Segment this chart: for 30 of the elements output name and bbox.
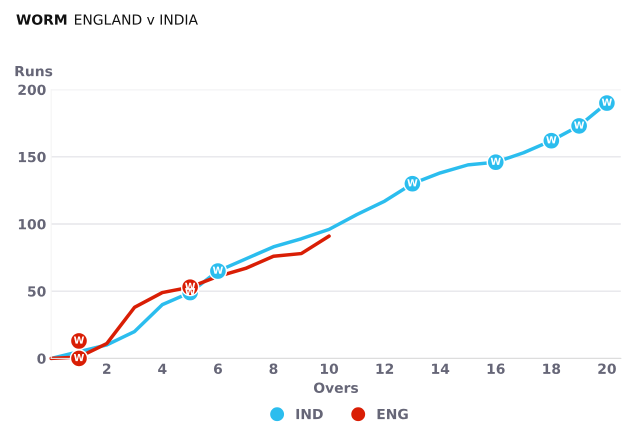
x-tick-label: 14 [432,364,450,374]
data-label: W [407,179,418,186]
data-label: W [574,121,584,129]
data-label: W [74,336,84,344]
x-tick-label: 2 [103,364,110,374]
x-tick-label: 8 [270,364,278,374]
legend-label: ENG [378,408,408,420]
data-label: W [185,282,196,290]
data-label: W [212,266,223,274]
y-axis-title: Runs [15,66,52,76]
x-tick-label: 10 [320,364,338,374]
y-tick-label: 150 [18,152,46,162]
x-tick-label: 20 [598,364,616,374]
x-tick-label: 4 [158,364,167,374]
data-label: W [74,354,84,362]
chart-title: WORM [16,14,66,25]
x-tick-label: 18 [543,364,560,374]
data-label: W [546,136,556,144]
data-label: W [490,158,501,165]
y-tick-label: 50 [28,286,46,297]
y-tick-label: 200 [18,84,46,96]
data-label: W [602,98,612,106]
y-tick-label: 100 [18,218,46,230]
chart-subtitle: ENGLAND v INDIA [74,14,198,25]
y-tick-label: 0 [37,353,46,364]
x-tick-label: 16 [488,364,505,374]
x-tick-label: 12 [376,364,394,374]
x-tick-label: 6 [214,364,222,374]
x-axis-title: Overs [314,382,358,394]
legend-label: IND [296,408,323,420]
